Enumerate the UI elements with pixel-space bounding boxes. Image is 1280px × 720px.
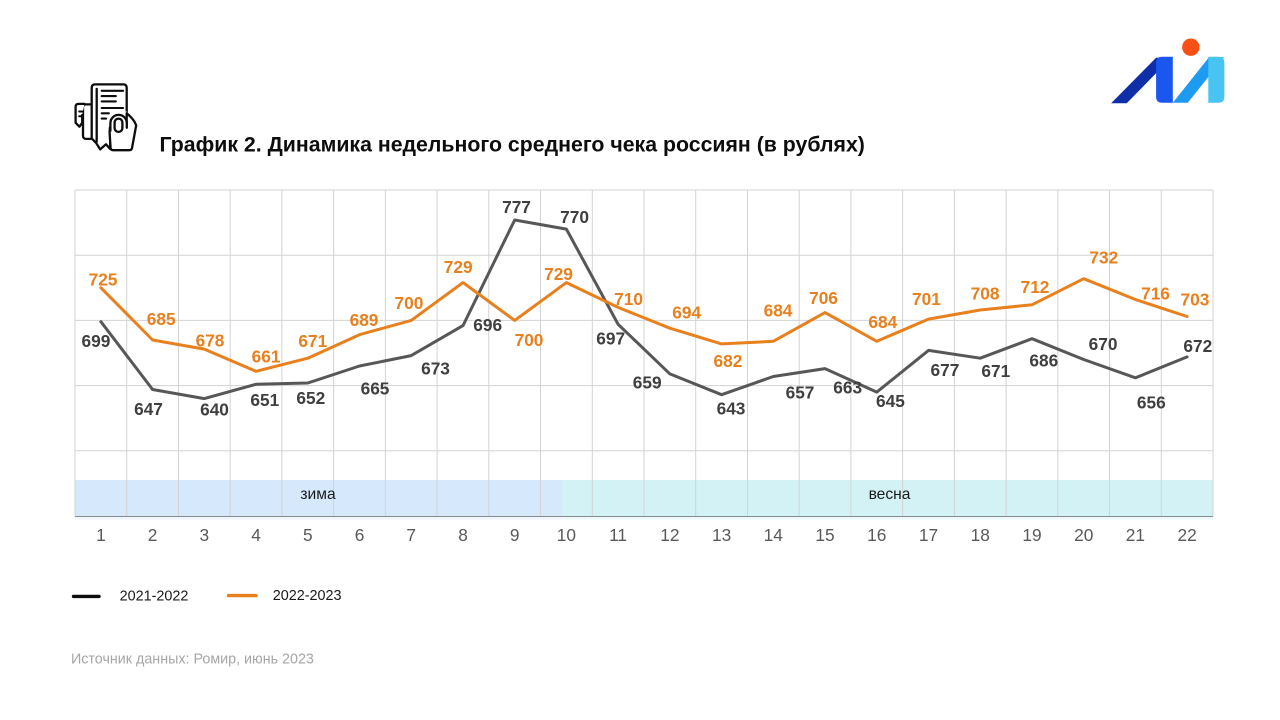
svg-text:18: 18 [971,525,990,545]
svg-text:697: 697 [596,329,625,349]
svg-text:20: 20 [1074,525,1093,545]
svg-text:729: 729 [544,264,573,284]
svg-text:2: 2 [148,525,158,545]
svg-text:652: 652 [296,388,325,408]
svg-text:682: 682 [713,351,742,371]
svg-text:Источник данных: Ромир, июнь 2: Источник данных: Ромир, июнь 2023 [71,652,314,668]
svg-text:656: 656 [1137,392,1166,412]
svg-text:777: 777 [502,197,531,217]
svg-text:712: 712 [1021,277,1050,297]
svg-text:710: 710 [614,289,643,309]
svg-text:700: 700 [515,330,544,350]
svg-text:671: 671 [298,331,327,351]
svg-text:700: 700 [394,293,423,313]
svg-text:8: 8 [458,525,468,545]
svg-text:706: 706 [809,288,838,308]
svg-text:9: 9 [510,525,520,545]
svg-text:689: 689 [350,310,379,330]
svg-text:673: 673 [421,358,450,378]
svg-text:17: 17 [919,525,938,545]
svg-text:19: 19 [1022,525,1041,545]
svg-text:643: 643 [717,398,746,418]
svg-text:2021-2022: 2021-2022 [120,589,189,605]
svg-text:729: 729 [444,257,473,277]
svg-text:678: 678 [196,331,225,351]
svg-text:770: 770 [560,207,589,227]
svg-text:21: 21 [1126,525,1145,545]
svg-text:13: 13 [712,525,731,545]
svg-text:694: 694 [672,302,701,322]
svg-text:640: 640 [200,399,229,419]
svg-text:684: 684 [764,300,793,320]
svg-text:12: 12 [660,525,679,545]
svg-text:685: 685 [147,309,176,329]
svg-text:716: 716 [1141,283,1170,303]
svg-text:3: 3 [199,525,209,545]
svg-text:15: 15 [815,525,834,545]
svg-text:732: 732 [1089,248,1118,268]
svg-text:зима: зима [300,486,336,503]
svg-text:10: 10 [557,525,576,545]
svg-text:4: 4 [251,525,261,545]
svg-text:725: 725 [89,269,118,289]
svg-text:677: 677 [930,360,959,380]
svg-text:659: 659 [633,373,662,393]
svg-text:1: 1 [96,525,106,545]
svg-text:14: 14 [764,525,784,545]
svg-text:672: 672 [1183,336,1212,356]
svg-text:16: 16 [867,525,886,545]
svg-text:График 2. Динамика недельного: График 2. Динамика недельного среднего ч… [160,133,865,157]
svg-text:весна: весна [869,486,911,503]
svg-text:665: 665 [361,379,390,399]
svg-text:684: 684 [868,312,897,332]
svg-text:2022-2023: 2022-2023 [273,588,342,604]
svg-text:671: 671 [981,361,1010,381]
svg-text:11: 11 [609,525,627,545]
svg-text:657: 657 [786,383,815,403]
svg-text:6: 6 [355,525,365,545]
svg-text:5: 5 [303,525,313,545]
svg-text:703: 703 [1180,289,1209,309]
svg-text:701: 701 [912,289,941,309]
svg-text:686: 686 [1029,351,1058,371]
svg-text:661: 661 [252,347,281,367]
svg-text:645: 645 [876,391,905,411]
svg-text:647: 647 [134,399,163,419]
svg-text:699: 699 [81,331,110,351]
svg-text:651: 651 [250,390,279,410]
svg-text:663: 663 [833,378,862,398]
svg-text:22: 22 [1177,525,1196,545]
svg-text:708: 708 [971,283,1000,303]
svg-text:696: 696 [473,315,502,335]
svg-text:7: 7 [406,525,416,545]
svg-text:670: 670 [1089,334,1118,354]
